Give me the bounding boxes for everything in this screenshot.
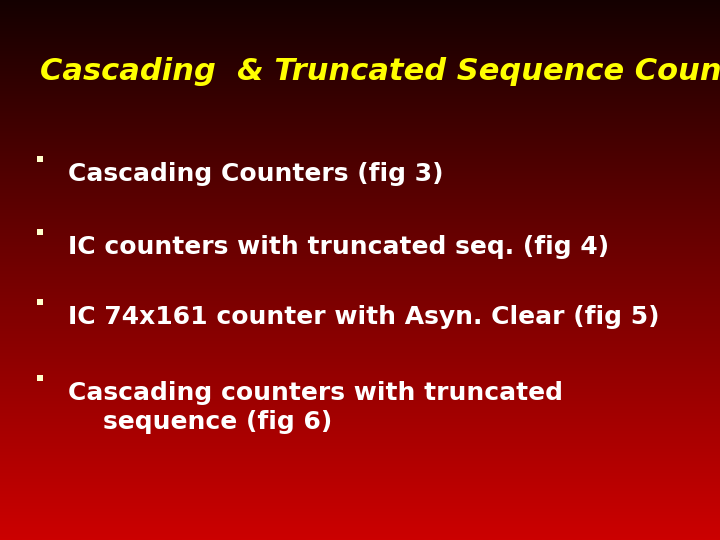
Text: Cascading  & Truncated Sequence Counters: Cascading & Truncated Sequence Counters — [40, 57, 720, 86]
Text: IC 74x161 counter with Asyn. Clear (fig 5): IC 74x161 counter with Asyn. Clear (fig … — [68, 305, 660, 329]
Text: IC counters with truncated seq. (fig 4): IC counters with truncated seq. (fig 4) — [68, 235, 610, 259]
Text: Cascading Counters (fig 3): Cascading Counters (fig 3) — [68, 162, 444, 186]
Text: Cascading counters with truncated
    sequence (fig 6): Cascading counters with truncated sequen… — [68, 381, 563, 434]
